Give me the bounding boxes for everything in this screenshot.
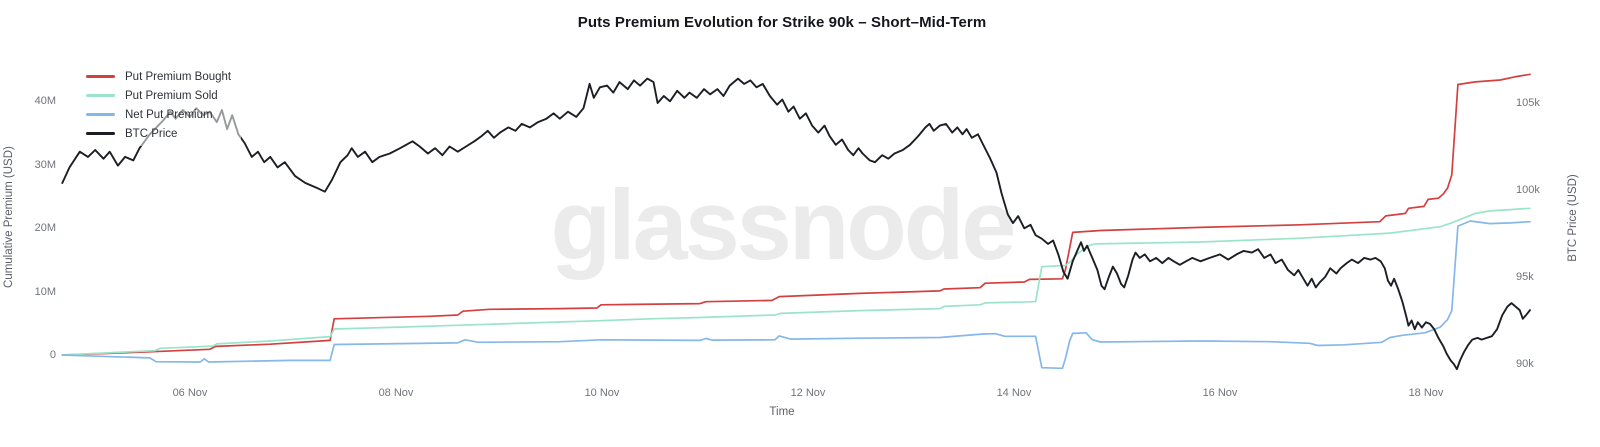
legend-label: BTC Price bbox=[125, 127, 178, 140]
x-tick-12-nov: 12 Nov bbox=[790, 387, 826, 399]
y-axis-title-right: BTC Price (USD) bbox=[1567, 174, 1579, 262]
x-tick-10-nov: 10 Nov bbox=[584, 387, 620, 399]
legend-item-put-premium-bought[interactable]: Put Premium Bought bbox=[86, 67, 231, 86]
y-left-tick-10M: 10M bbox=[34, 285, 56, 298]
legend-swatch-net-put-premium bbox=[86, 113, 115, 116]
x-tick-06-nov: 06 Nov bbox=[172, 387, 208, 399]
y-right-tick-105k: 105k bbox=[1516, 97, 1540, 109]
y-right-tick-100k: 100k bbox=[1516, 184, 1540, 196]
series-line-put-premium-sold bbox=[61, 207, 1531, 356]
x-axis-title: Time bbox=[769, 406, 795, 418]
legend-label: Put Premium Bought bbox=[125, 70, 232, 83]
y-right-tick-95k: 95k bbox=[1516, 271, 1534, 283]
legend-label: Net Put Premium bbox=[125, 108, 213, 121]
series-line-put-premium-bought bbox=[61, 73, 1531, 356]
x-tick-16-nov: 16 Nov bbox=[1202, 387, 1238, 399]
y-left-tick-0: 0 bbox=[49, 349, 56, 361]
legend-swatch-btc-price bbox=[86, 132, 115, 135]
legend-swatch-put-premium-sold bbox=[86, 94, 115, 97]
series-line-btc-price bbox=[61, 77, 1531, 371]
series-line-net-put-premium bbox=[61, 220, 1531, 370]
legend-item-put-premium-sold[interactable]: Put Premium Sold bbox=[86, 86, 231, 105]
chart-title: Puts Premium Evolution for Strike 90k – … bbox=[577, 14, 987, 31]
legend-item-btc-price[interactable]: BTC Price bbox=[86, 124, 231, 143]
legend-swatch-put-premium-bought bbox=[86, 75, 115, 78]
glassnode-watermark: glassnode bbox=[550, 169, 1017, 280]
y-right-tick-90k: 90k bbox=[1516, 358, 1534, 370]
legend-item-net-put-premium[interactable]: Net Put Premium bbox=[86, 105, 231, 124]
x-tick-18-nov: 18 Nov bbox=[1408, 387, 1444, 399]
x-tick-08-nov: 08 Nov bbox=[378, 387, 414, 399]
y-left-tick-30M: 30M bbox=[34, 158, 56, 171]
y-left-tick-40M: 40M bbox=[34, 95, 56, 107]
legend-label: Put Premium Sold bbox=[125, 89, 218, 102]
y-left-tick-20M: 20M bbox=[34, 222, 56, 234]
x-tick-14-nov: 14 Nov bbox=[996, 387, 1032, 399]
legend: Put Premium Bought Put Premium Sold Net … bbox=[82, 64, 242, 146]
